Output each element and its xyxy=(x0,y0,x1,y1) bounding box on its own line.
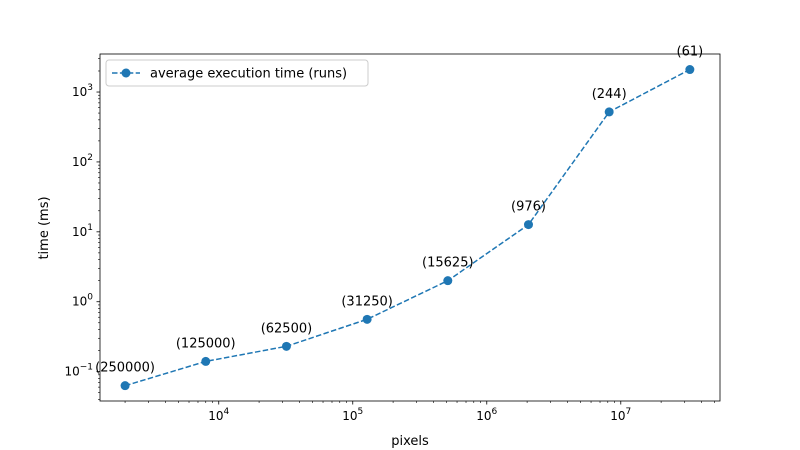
data-point xyxy=(201,356,211,366)
legend: average execution time (runs) xyxy=(105,59,369,87)
data-point xyxy=(685,65,695,75)
series-line xyxy=(124,68,691,387)
x-axis: 104 105 106 107 xyxy=(124,401,715,423)
data-point xyxy=(120,381,130,391)
data-label: (31250) xyxy=(341,294,393,309)
data-point xyxy=(281,341,291,351)
data-label: (62500) xyxy=(261,321,313,336)
series-average-execution-time xyxy=(120,65,695,391)
data-label: (15625) xyxy=(422,256,474,271)
data-label: (244) xyxy=(592,87,627,102)
plot-frame xyxy=(99,53,721,402)
plot-area xyxy=(99,53,721,402)
data-label: (61) xyxy=(677,45,704,60)
data-label: (976) xyxy=(511,200,546,215)
data-point xyxy=(523,220,533,230)
y-tick-label: 103 xyxy=(72,83,93,99)
legend-entry-label: average execution time (runs) xyxy=(150,67,347,82)
y-axis: 10−1 100 101 102 103 xyxy=(64,58,100,400)
data-labels: (250000) (125000) (62500) (31250) (15625) (97… xyxy=(95,45,703,376)
data-point xyxy=(362,314,372,324)
x-tick-label: 107 xyxy=(610,407,631,423)
y-tick-label: 102 xyxy=(72,153,93,169)
legend-box xyxy=(105,59,369,87)
y-tick-label: 101 xyxy=(72,223,93,239)
data-label: (125000) xyxy=(176,336,236,351)
x-tick-label: 104 xyxy=(208,407,229,423)
y-tick-label: 100 xyxy=(72,293,93,309)
data-point xyxy=(443,276,453,286)
legend-marker xyxy=(121,68,131,78)
x-tick-label: 106 xyxy=(476,407,497,423)
y-tick-label: 10−1 xyxy=(64,363,93,379)
y-axis-label: time (ms) xyxy=(37,196,52,259)
x-tick-label: 105 xyxy=(342,407,363,423)
data-point xyxy=(604,107,614,117)
x-axis-label: pixels xyxy=(391,434,429,449)
data-label: (250000) xyxy=(95,361,155,376)
